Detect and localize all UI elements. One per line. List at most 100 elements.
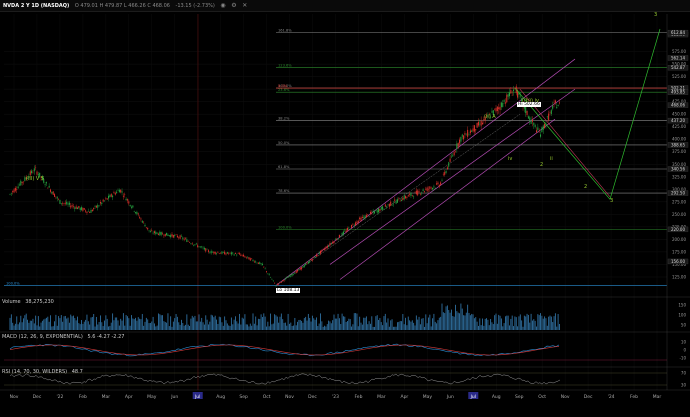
candle-body xyxy=(317,255,319,256)
symbol-label[interactable]: NVDA 2 Y 1D (NASDAQ) xyxy=(3,3,70,9)
candle-body xyxy=(210,250,212,254)
candle-body xyxy=(17,186,19,189)
fib-level-label: 100.0% xyxy=(278,225,292,229)
candle-body xyxy=(264,268,266,270)
volume-bar xyxy=(284,322,286,330)
volume-bar xyxy=(263,313,265,330)
volume-bar xyxy=(14,323,16,330)
volume-bar xyxy=(43,319,45,330)
price-tick-label: 550.00 xyxy=(672,62,686,67)
volume-bar xyxy=(176,316,178,330)
volume-bar xyxy=(100,315,101,330)
volume-bar xyxy=(78,323,80,330)
candle-body xyxy=(542,125,544,130)
candle-body xyxy=(70,205,72,208)
candle-body xyxy=(330,243,332,244)
candle-body xyxy=(423,191,425,192)
candle-body xyxy=(313,256,315,258)
volume-bar xyxy=(198,314,200,330)
candle-body xyxy=(179,235,181,239)
volume-bar xyxy=(426,323,428,330)
candle-body xyxy=(302,266,304,268)
candle-body xyxy=(444,172,446,175)
candle-body xyxy=(376,210,378,213)
candle-body xyxy=(352,224,354,225)
volume-bar xyxy=(251,325,253,330)
candle-body xyxy=(301,267,303,270)
price-candles xyxy=(9,84,560,287)
candle-body xyxy=(241,254,243,256)
volume-bar xyxy=(105,315,107,330)
volume-bar xyxy=(372,326,374,330)
volume-bar xyxy=(428,317,429,330)
candle-body xyxy=(442,173,444,175)
volume-bar xyxy=(241,317,243,330)
candle-body xyxy=(530,120,532,124)
close-icon[interactable]: ✕ xyxy=(242,2,248,9)
volume-bar xyxy=(306,320,308,330)
candle-body xyxy=(311,259,313,261)
candle-body xyxy=(33,168,35,172)
candle-body xyxy=(411,195,413,196)
candle-body xyxy=(58,198,60,200)
volume-bar xyxy=(517,326,519,330)
volume-bar xyxy=(144,321,146,330)
volume-bar xyxy=(503,323,505,330)
candle-body xyxy=(183,238,185,240)
candle-body xyxy=(64,202,66,204)
candle-body xyxy=(399,200,401,202)
candle-body xyxy=(414,191,416,193)
candle-body xyxy=(45,182,47,184)
candle-body xyxy=(513,89,515,92)
volume-bar xyxy=(330,323,332,330)
volume-bar xyxy=(379,318,381,330)
gear-icon[interactable]: ⚙ xyxy=(231,2,237,9)
candle-body xyxy=(207,250,209,252)
volume-bar xyxy=(155,326,157,330)
time-tick-label: Mar xyxy=(653,394,662,400)
volume-bar xyxy=(498,314,500,330)
volume-bar xyxy=(536,326,537,330)
price-tag-label: 542.87 xyxy=(671,65,685,70)
candle-body xyxy=(468,134,470,136)
volume-bar xyxy=(179,324,181,330)
candle-body xyxy=(387,204,389,206)
candle-body xyxy=(222,251,224,253)
volume-bar xyxy=(314,319,316,330)
candle-body xyxy=(125,198,127,201)
volume-bar xyxy=(353,313,355,330)
price-tag xyxy=(667,142,689,148)
candle-body xyxy=(433,186,435,188)
candle-body xyxy=(252,260,254,261)
lower-tick-label: 100 xyxy=(678,313,686,318)
candle-body xyxy=(428,188,429,190)
candle-body xyxy=(337,238,339,240)
volume-bar xyxy=(456,311,458,330)
volume-bar xyxy=(81,319,82,330)
candle-body xyxy=(114,193,116,195)
price-tick-label: 275.00 xyxy=(672,199,686,204)
volume-bar xyxy=(175,313,177,330)
volume-bar xyxy=(276,316,278,330)
volume-bar xyxy=(401,321,402,330)
volume-bar xyxy=(95,316,97,330)
candle-body xyxy=(249,258,251,261)
price-tick-label: 575.00 xyxy=(672,49,686,54)
volume-bar xyxy=(33,323,35,330)
volume-bar xyxy=(394,326,396,330)
volume-bar xyxy=(226,323,228,330)
candle-body xyxy=(324,248,326,250)
candle-body xyxy=(89,212,91,213)
change-readout: -13.15 (-2.73%) xyxy=(175,3,215,9)
volume-bar xyxy=(128,318,130,330)
volume-bar xyxy=(464,315,466,330)
candle-body xyxy=(10,192,12,194)
time-tick-label: May xyxy=(147,394,157,400)
candle-body xyxy=(310,259,312,261)
volume-bar xyxy=(421,318,423,330)
volume-bar xyxy=(351,326,352,330)
volume-bar xyxy=(363,317,365,330)
eye-icon[interactable]: ◉ xyxy=(220,2,226,9)
volume-bar xyxy=(64,315,66,330)
